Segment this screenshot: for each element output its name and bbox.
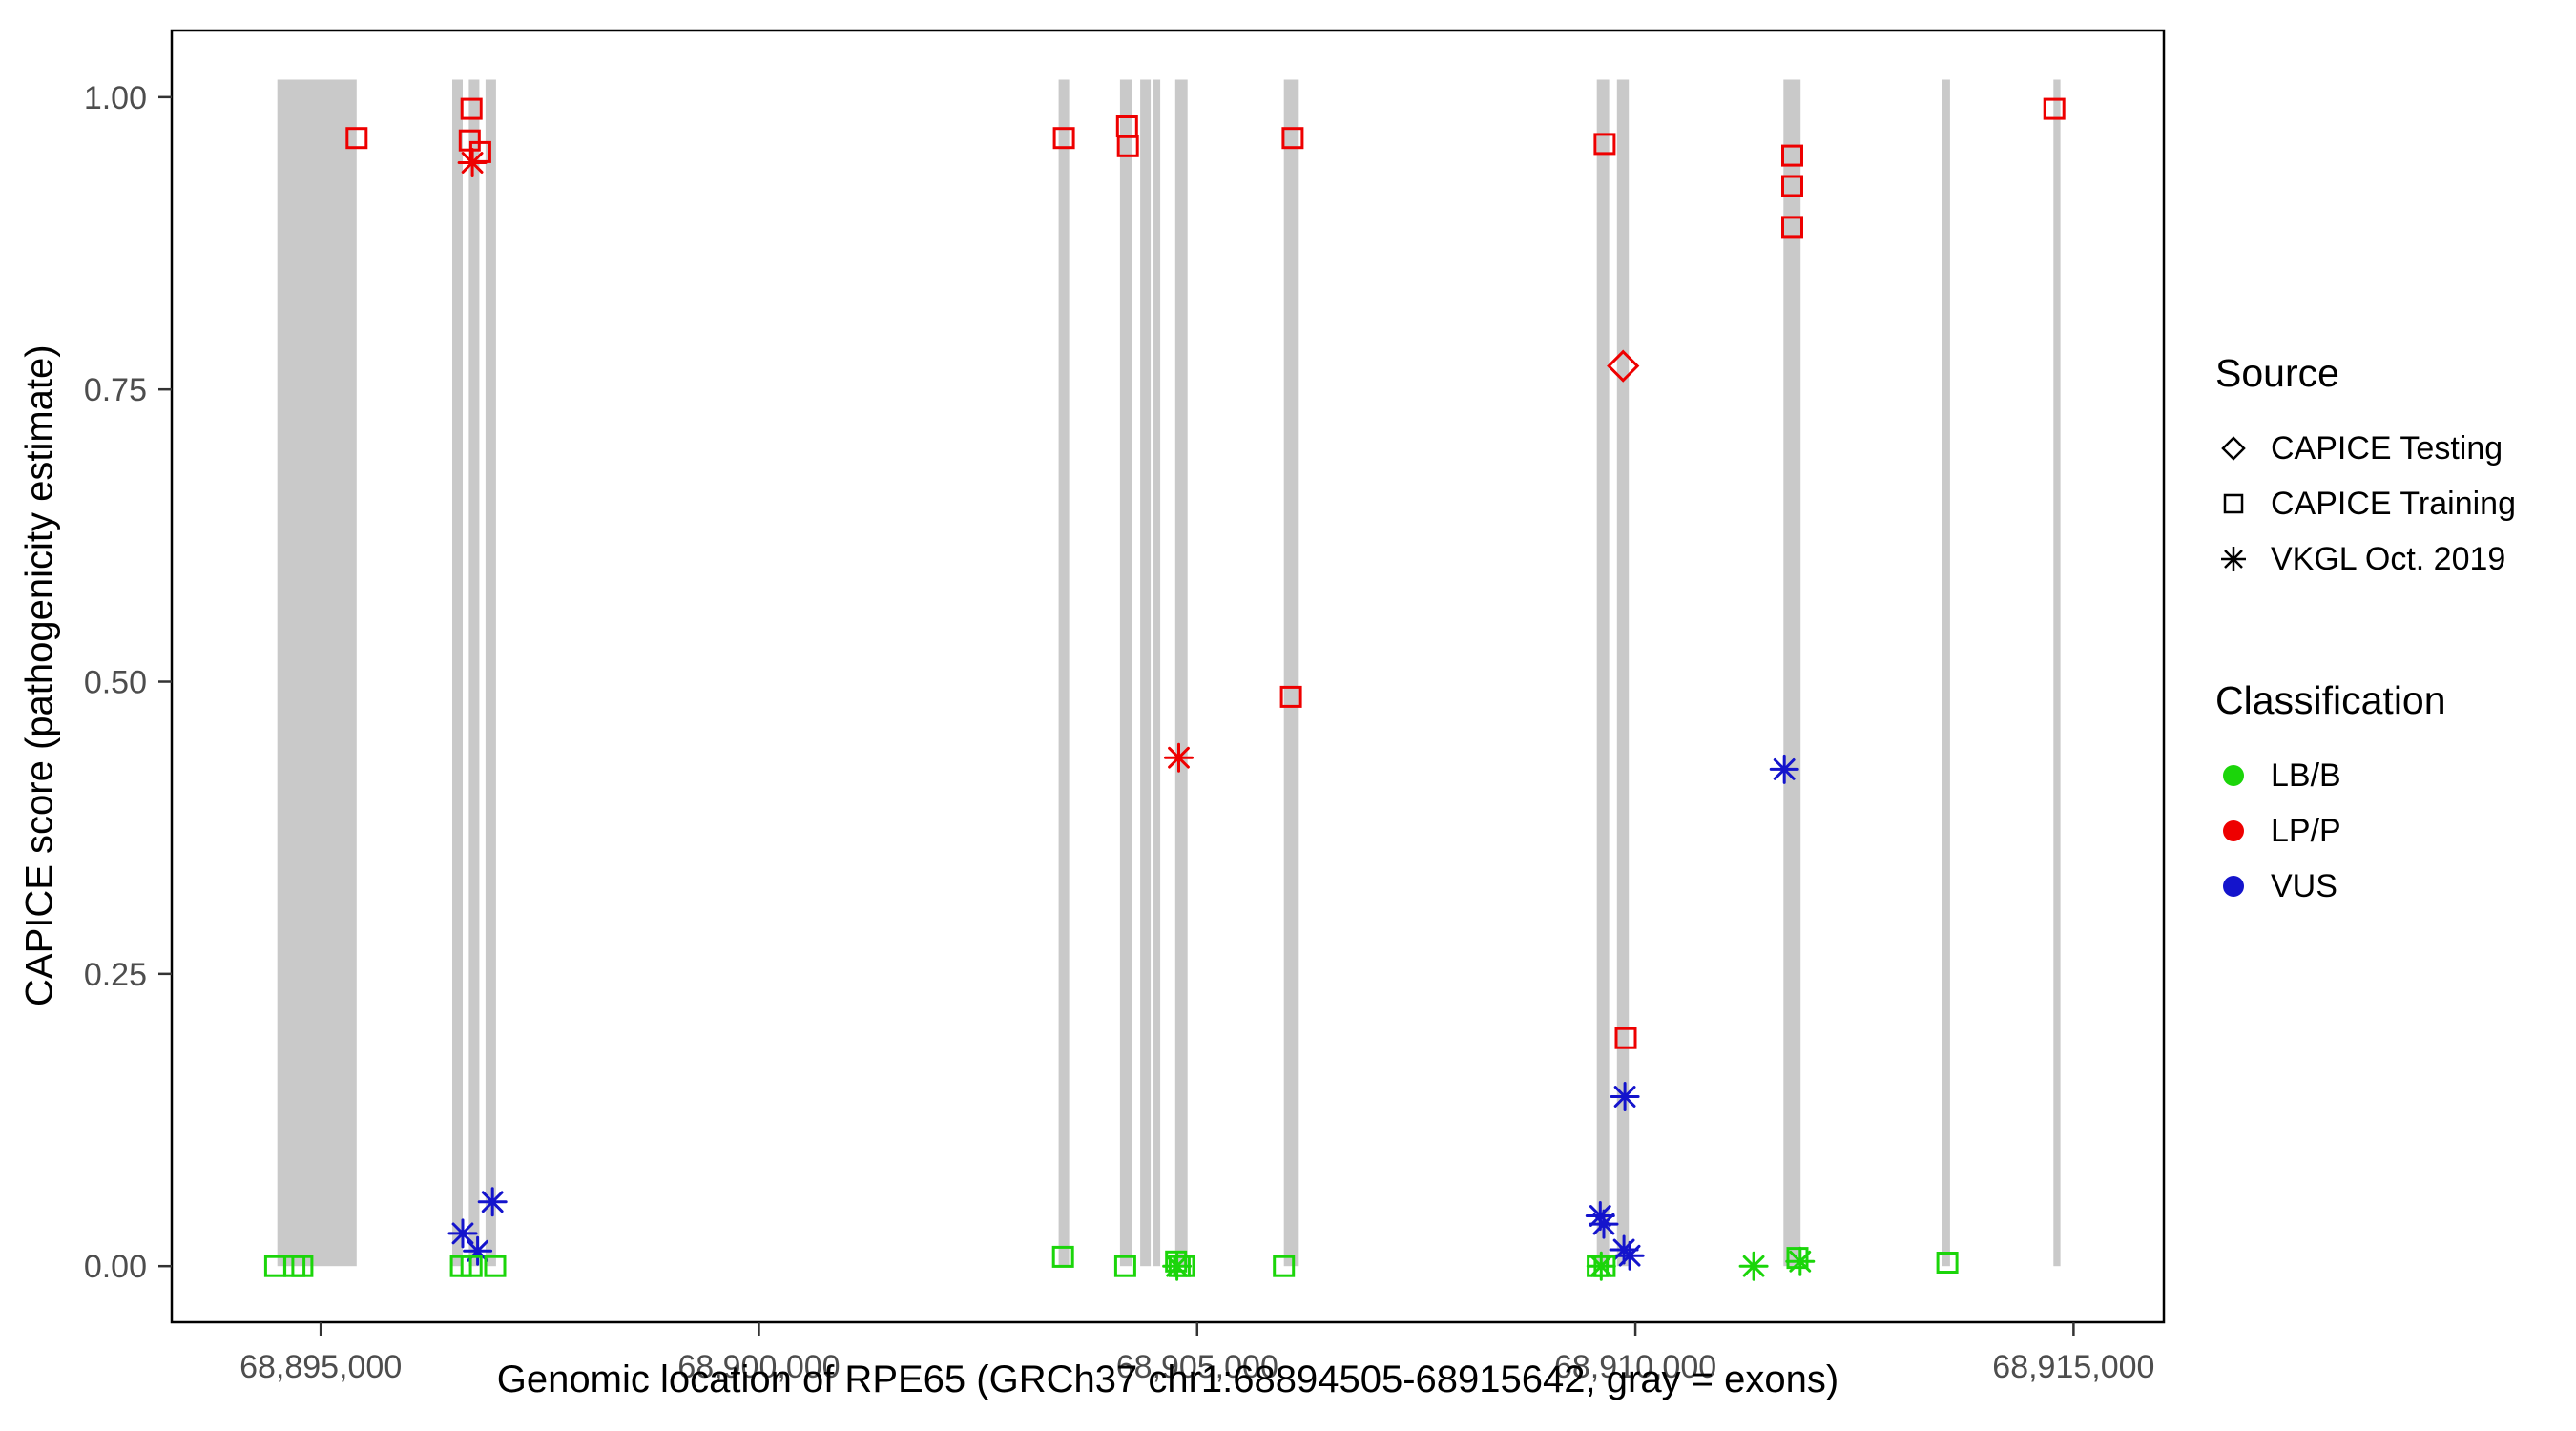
exon-bar — [1783, 79, 1801, 1267]
legend-item-label: LB/B — [2271, 757, 2341, 794]
exon-bar — [468, 79, 480, 1267]
point-asterisk — [1586, 1251, 1616, 1281]
point-asterisk — [1164, 742, 1194, 773]
legend-item-lpp: LP/P — [2215, 803, 2516, 859]
legend-classification-title: Classification — [2215, 678, 2446, 722]
exon-bar — [1058, 79, 1070, 1267]
legend-item-label: LP/P — [2271, 812, 2341, 849]
x-tick-label: 68,895,000 — [239, 1349, 402, 1385]
diamond-marker-icon — [2215, 430, 2252, 467]
y-tick-label: 1.00 — [84, 80, 147, 116]
exon-bar — [1140, 79, 1152, 1267]
point-asterisk — [1738, 1251, 1769, 1281]
legend-source: Source CAPICE Testing CAPICE Training VK… — [2215, 351, 2516, 587]
point-square — [1593, 133, 1616, 156]
x-tick-label: 68,905,000 — [1116, 1349, 1278, 1385]
legend-item-label: CAPICE Testing — [2271, 429, 2503, 467]
square-marker-icon — [2215, 486, 2252, 522]
x-axis-title: Genomic location of RPE65 (GRCh37 chr1:6… — [496, 1358, 1839, 1400]
point-square — [1781, 216, 1803, 238]
point-asterisk — [1614, 1240, 1645, 1271]
point-square — [1781, 144, 1803, 167]
y-tick-label: 0.25 — [84, 957, 147, 993]
point-square — [1113, 1255, 1136, 1277]
point-square — [1281, 127, 1304, 150]
legend-item-label: VKGL Oct. 2019 — [2271, 540, 2506, 577]
point-asterisk — [457, 148, 488, 177]
y-axis-title: CAPICE score (pathogenicity estimate) — [18, 344, 61, 1006]
panel-border — [170, 29, 2166, 1324]
point-square — [1116, 135, 1139, 157]
point-square — [1051, 1245, 1074, 1268]
point-asterisk — [1589, 1209, 1619, 1239]
point-asterisk — [477, 1187, 508, 1217]
point-square — [1273, 1255, 1296, 1277]
legend-item-label: VUS — [2271, 867, 2337, 904]
point-diamond — [1607, 349, 1640, 383]
x-tick-label: 68,910,000 — [1554, 1349, 1716, 1385]
legend-source-title: Source — [2215, 351, 2339, 395]
legend-item-vus: VUS — [2215, 859, 2516, 914]
legend-classification: Classification LB/B LP/P VUS — [2215, 678, 2516, 914]
x-tick-label: 68,915,000 — [1992, 1349, 2154, 1385]
point-square — [484, 1255, 507, 1277]
green-dot-icon — [2215, 757, 2252, 794]
point-square — [291, 1255, 314, 1277]
legend-item-label: CAPICE Training — [2271, 485, 2516, 522]
point-square — [1786, 1247, 1809, 1270]
red-dot-icon — [2215, 813, 2252, 849]
exon-bar — [277, 79, 357, 1267]
legend-item-capice-testing: CAPICE Testing — [2215, 421, 2516, 476]
point-asterisk — [1610, 1082, 1640, 1111]
point-square — [1781, 175, 1803, 197]
y-tick-label: 0.00 — [84, 1249, 147, 1285]
blue-dot-icon — [2215, 868, 2252, 904]
exon-bar — [485, 79, 496, 1267]
y-tick-label: 0.75 — [84, 372, 147, 408]
point-square — [345, 127, 368, 150]
exon-bar — [1119, 79, 1132, 1267]
exon-bar — [452, 79, 463, 1267]
point-square — [1052, 127, 1075, 150]
point-asterisk — [1785, 1246, 1816, 1276]
legend-item-capice-training: CAPICE Training — [2215, 476, 2516, 531]
exon-bar — [1283, 79, 1299, 1267]
exon-bar — [1596, 79, 1610, 1267]
legend-item-vkgl: VKGL Oct. 2019 — [2215, 531, 2516, 587]
point-square — [1279, 685, 1302, 708]
point-square — [1614, 1027, 1637, 1049]
exon-bar — [1174, 79, 1188, 1267]
point-asterisk — [1162, 1251, 1193, 1281]
point-asterisk — [1769, 754, 1799, 784]
legend-item-lbb: LB/B — [2215, 748, 2516, 803]
exon-bar — [1153, 79, 1161, 1267]
point-square — [460, 97, 483, 120]
exon-bar — [1616, 79, 1630, 1267]
asterisk-marker-icon — [2215, 541, 2252, 577]
point-square — [460, 1255, 483, 1277]
exon-bar — [2053, 79, 2061, 1267]
x-tick-label: 68,900,000 — [677, 1349, 840, 1385]
y-tick-label: 0.50 — [84, 665, 147, 701]
legend: Source CAPICE Testing CAPICE Training VK… — [2215, 351, 2516, 914]
point-square — [2043, 97, 2066, 120]
exon-bar — [1942, 79, 1950, 1267]
point-square — [1936, 1252, 1959, 1274]
point-asterisk — [447, 1218, 478, 1249]
